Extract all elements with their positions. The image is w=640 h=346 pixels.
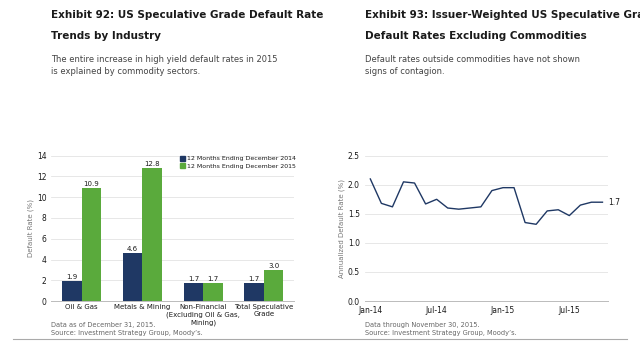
- Y-axis label: Annualized Default Rate (%): Annualized Default Rate (%): [339, 179, 345, 278]
- Text: 1.7: 1.7: [207, 276, 218, 282]
- Text: 12.8: 12.8: [145, 161, 160, 167]
- Text: 3.0: 3.0: [268, 263, 279, 268]
- Text: Trends by Industry: Trends by Industry: [51, 31, 161, 41]
- Bar: [62, 281, 82, 301]
- Text: 1.7: 1.7: [248, 276, 260, 282]
- Bar: [203, 283, 223, 301]
- Bar: [184, 283, 203, 301]
- Bar: [264, 270, 284, 301]
- Text: The entire increase in high yield default rates in 2015 
is explained by commodi: The entire increase in high yield defaul…: [51, 55, 280, 76]
- Text: 1.9: 1.9: [67, 274, 77, 280]
- Text: Exhibit 92: US Speculative Grade Default Rate: Exhibit 92: US Speculative Grade Default…: [51, 10, 324, 20]
- Legend: 12 Months Ending December 2014, 12 Months Ending December 2015: 12 Months Ending December 2014, 12 Month…: [180, 156, 296, 169]
- Bar: [123, 253, 143, 301]
- Bar: [143, 168, 162, 301]
- Text: Default rates outside commodities have not shown
signs of contagion.: Default rates outside commodities have n…: [365, 55, 580, 76]
- Text: 1.7: 1.7: [608, 198, 620, 207]
- Y-axis label: Default Rate (%): Default Rate (%): [28, 199, 34, 257]
- Text: Data as of December 31, 2015.
Source: Investment Strategy Group, Moody’s.: Data as of December 31, 2015. Source: In…: [51, 322, 203, 336]
- Text: 4.6: 4.6: [127, 246, 138, 252]
- Text: Data through November 30, 2015.
Source: Investment Strategy Group, Moody’s.: Data through November 30, 2015. Source: …: [365, 322, 516, 336]
- Bar: [82, 188, 101, 301]
- Text: 1.7: 1.7: [188, 276, 199, 282]
- Text: Default Rates Excluding Commodities: Default Rates Excluding Commodities: [365, 31, 586, 41]
- Text: Exhibit 93: Issuer-Weighted US Speculative Grade: Exhibit 93: Issuer-Weighted US Speculati…: [365, 10, 640, 20]
- Text: 10.9: 10.9: [84, 181, 99, 186]
- Bar: [244, 283, 264, 301]
